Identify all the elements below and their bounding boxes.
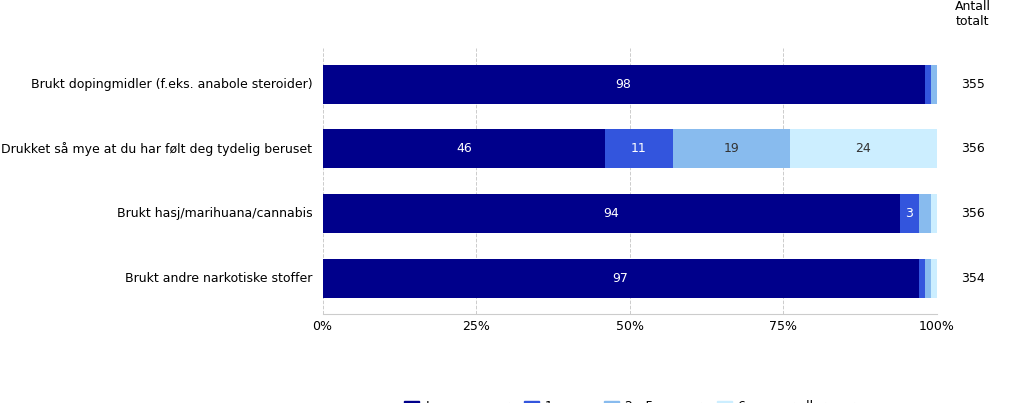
Bar (323, 194, 900, 233)
Bar (919, 259, 925, 298)
Bar (323, 129, 605, 168)
Text: Brukt andre narkotiske stoffer: Brukt andre narkotiske stoffer (125, 272, 312, 285)
Text: Drukket så mye at du har følt deg tydelig beruset: Drukket så mye at du har følt deg tydeli… (1, 142, 312, 156)
Text: 3: 3 (905, 207, 913, 220)
Text: 355: 355 (961, 77, 985, 91)
Text: 11: 11 (631, 142, 647, 156)
Bar (931, 259, 937, 298)
Text: 354: 354 (961, 272, 985, 285)
Bar (323, 259, 919, 298)
Text: 98: 98 (615, 77, 632, 91)
Text: 356: 356 (961, 142, 985, 156)
Bar (790, 129, 937, 168)
Text: 24: 24 (855, 142, 871, 156)
Text: Antall
totalt: Antall totalt (954, 0, 991, 28)
Bar (605, 129, 673, 168)
Bar (673, 129, 790, 168)
Bar (925, 64, 931, 104)
Text: Brukt dopingmidler (f.eks. anabole steroider): Brukt dopingmidler (f.eks. anabole stero… (31, 77, 312, 91)
Bar (919, 194, 931, 233)
Text: 19: 19 (723, 142, 739, 156)
Bar (931, 64, 937, 104)
Text: 356: 356 (961, 207, 985, 220)
Legend: Ingen ganger, 1 gang, 2 - 5 ganger, 6 ganger eller mer: Ingen ganger, 1 gang, 2 - 5 ganger, 6 ga… (399, 395, 860, 403)
Bar (900, 194, 919, 233)
Text: 46: 46 (456, 142, 472, 156)
Text: 94: 94 (603, 207, 620, 220)
Bar (931, 194, 937, 233)
Bar (323, 64, 925, 104)
Text: 97: 97 (612, 272, 629, 285)
Text: Brukt hasj/marihuana/cannabis: Brukt hasj/marihuana/cannabis (117, 207, 312, 220)
Bar (925, 259, 931, 298)
